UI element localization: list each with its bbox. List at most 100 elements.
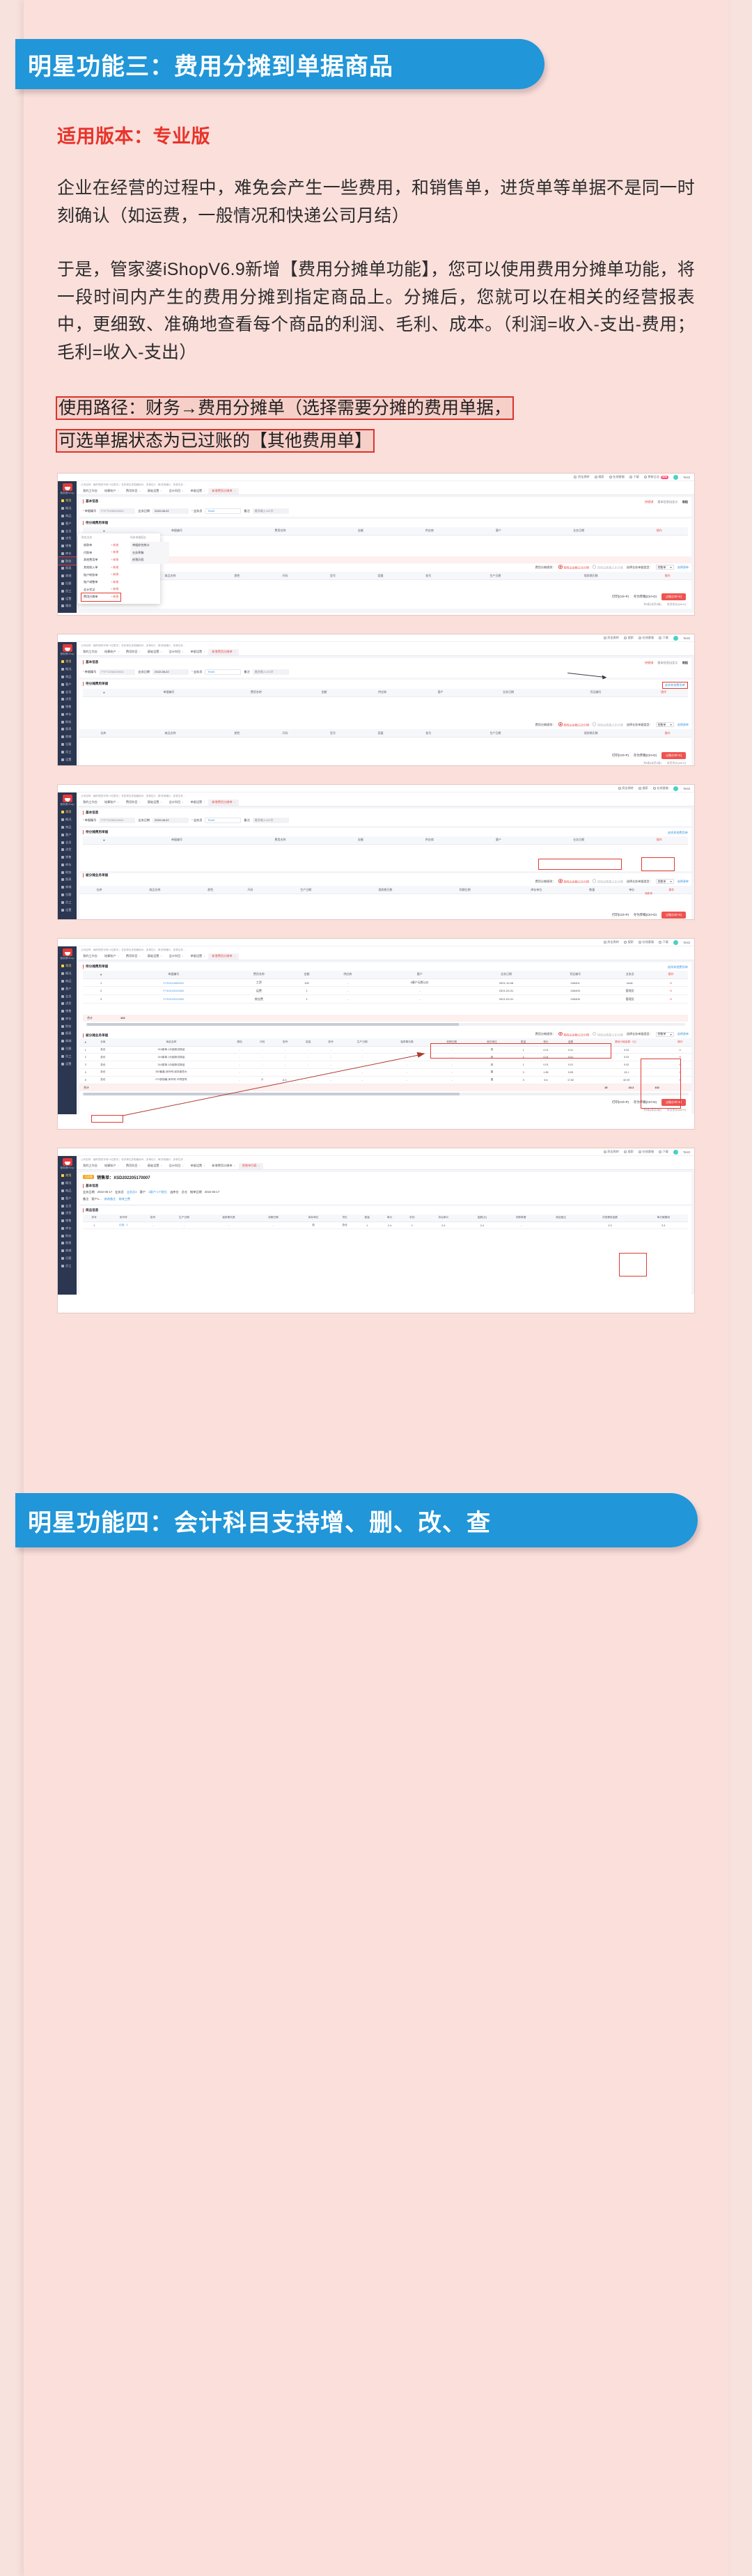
biz-type-select[interactable]: 销售单 ▾ xyxy=(655,1031,674,1037)
sidebar-item-goods[interactable]: 商品 xyxy=(58,978,77,985)
post-button[interactable]: 过账(Ctrl+S) xyxy=(661,752,686,760)
remove-row-icon[interactable]: ⊖ xyxy=(668,1061,691,1069)
close-icon[interactable]: × xyxy=(233,955,235,958)
tab-basic-settings[interactable]: 基础设置 × xyxy=(147,489,162,492)
tab-basic-settings[interactable]: 基础设置 × xyxy=(147,650,162,653)
sidebar-item-archive[interactable]: 归客 xyxy=(58,580,77,588)
bill-no-input[interactable]: FYFT2208220001 xyxy=(99,669,136,675)
sidebar-item-goods[interactable]: 商品 xyxy=(58,824,77,832)
close-icon[interactable]: × xyxy=(139,955,141,958)
tab-workbench[interactable]: 我的工作台 xyxy=(83,489,97,492)
quick-key-link[interactable]: 快捷键 xyxy=(644,500,654,504)
close-icon[interactable]: × xyxy=(233,490,235,492)
sidebar-item-common[interactable]: 常用 xyxy=(58,497,77,505)
sidebar-item-overview[interactable]: 概况 xyxy=(58,816,77,824)
close-icon[interactable]: × xyxy=(117,490,119,492)
tab-sales-list[interactable]: 销售单列表 × xyxy=(238,1162,263,1169)
sidebar-item-archive[interactable]: 归客 xyxy=(58,1045,77,1053)
remove-row-icon[interactable]: ⊖ xyxy=(653,994,688,1004)
tab-fee-subject[interactable]: 费用科目 × xyxy=(125,650,141,653)
tab-basic-settings[interactable]: 基础设置 × xyxy=(147,800,162,804)
sidebar-item-settings[interactable]: 设置 xyxy=(58,595,77,602)
custom-fields-link[interactable]: 基本信息自定义 xyxy=(657,661,678,664)
topbar-item-chat[interactable]: 在线客服 xyxy=(652,786,668,790)
tab-workbench[interactable]: 我的工作台 xyxy=(83,1164,97,1167)
sidebar-item-staff[interactable]: 员工 xyxy=(58,748,77,756)
sidebar-item-report[interactable]: 报表 xyxy=(58,565,77,572)
fee-input[interactable]: 13.1 xyxy=(583,1068,669,1077)
sidebar-item-overview[interactable]: 概况 xyxy=(58,1180,77,1187)
clerk-value[interactable]: 业务员2 xyxy=(126,1189,137,1194)
sidebar-item-staff[interactable]: 员工 xyxy=(58,898,77,906)
sidebar-item-purchase[interactable]: 进货 xyxy=(58,535,77,542)
sidebar-item-purchase[interactable]: 进货 xyxy=(58,1210,77,1217)
save-draft-button[interactable]: 存为草稿(Ctrl+D) xyxy=(634,1100,657,1104)
tab-settlement[interactable]: 结算账户 × xyxy=(104,650,119,653)
tab-workbench[interactable]: 我的工作台 xyxy=(83,954,97,958)
sidebar-item-report[interactable]: 报表 xyxy=(58,876,77,884)
tab-fee-subject[interactable]: 费用科目 × xyxy=(125,489,141,492)
topbar-item-chat[interactable]: 在线客服 xyxy=(638,636,654,640)
close-icon[interactable]: × xyxy=(139,801,141,804)
column-gear-icon[interactable]: ✷ xyxy=(83,970,120,979)
close-icon[interactable]: × xyxy=(160,801,162,804)
menu-item-bill-stats[interactable]: 单据综合统计 xyxy=(130,542,169,549)
bill-no-input[interactable]: FYFT2208220001 xyxy=(99,817,136,823)
sidebar-item-mall[interactable]: 商城 xyxy=(58,572,77,580)
column-gear-icon[interactable]: ✷ xyxy=(83,836,125,845)
sidebar-item-finance[interactable]: 财务 xyxy=(58,1232,77,1240)
sidebar-item-overview[interactable]: 概况 xyxy=(58,970,77,978)
sidebar-item-settings[interactable]: 设置 xyxy=(58,1060,77,1068)
clerk-input[interactable]: Test3 xyxy=(205,817,242,823)
clerk-input[interactable]: Test3 xyxy=(205,669,242,675)
tab-fee-subject[interactable]: 费用科目 × xyxy=(125,1164,141,1167)
sidebar-item-customer[interactable]: 客户 xyxy=(58,520,77,527)
sidebar-item-staff[interactable]: 员工 xyxy=(58,1262,77,1270)
topbar-item-search[interactable]: 搜索 xyxy=(623,636,634,640)
biz-date-input[interactable]: 2022-08-22 xyxy=(152,817,189,823)
print-button[interactable]: 打印(Ctrl+P) xyxy=(611,754,629,758)
sidebar-item-member[interactable]: 会员 xyxy=(58,992,77,1000)
close-icon[interactable]: × xyxy=(182,801,184,804)
tab-bill-settings[interactable]: 单据设置 × xyxy=(190,954,205,958)
save-draft-button[interactable]: 存为草稿(Ctrl+D) xyxy=(634,913,657,917)
rule-by-qty-radio[interactable]: 按商品数量占比分摊 xyxy=(593,1032,623,1037)
avatar[interactable] xyxy=(673,786,678,791)
tab-basic-settings[interactable]: 基础设置 × xyxy=(147,1164,162,1167)
sidebar-item-archive[interactable]: 归客 xyxy=(58,891,77,899)
topbar-item-fund[interactable]: 资金周转 xyxy=(603,940,619,944)
fee-input[interactable]: 0.02 xyxy=(583,1046,669,1054)
tab-new-fee-allocation[interactable]: 新增费用分摊单 × xyxy=(208,487,239,494)
biz-type-select[interactable]: 销售单 ▾ xyxy=(655,722,674,728)
remark-input[interactable]: 最多输入100字 xyxy=(252,508,289,514)
close-icon[interactable]: × xyxy=(182,1164,184,1167)
close-icon[interactable]: × xyxy=(203,650,205,653)
sidebar-item-purchase[interactable]: 进货 xyxy=(58,696,77,703)
close-icon[interactable]: × xyxy=(203,801,205,804)
avatar[interactable] xyxy=(673,1149,678,1155)
choose-other-fee-bill-button[interactable]: 选择其他费用单 xyxy=(667,965,688,969)
menu-item-payment[interactable]: 付款单 + 新增 xyxy=(84,550,118,554)
column-gear-icon[interactable]: ✷ xyxy=(83,688,125,697)
sidebar-item-customer[interactable]: 客户 xyxy=(58,1194,77,1202)
sidebar-item-overview[interactable]: 概况 xyxy=(58,505,77,513)
fee-input[interactable]: 0.02 xyxy=(583,1053,669,1062)
topbar-item-fund[interactable]: 资金周转 xyxy=(618,786,634,790)
tab-accounting-subject[interactable]: 会计科目 × xyxy=(169,800,184,804)
topbar-item-fund[interactable]: 资金周转 xyxy=(603,636,619,640)
menu-item-voucher[interactable]: 会计凭证 + 新增 xyxy=(84,587,118,591)
sidebar-item-sales[interactable]: 销售 xyxy=(58,542,77,550)
sidebar-item-member[interactable]: 会员 xyxy=(58,688,77,696)
close-icon[interactable]: × xyxy=(160,650,162,653)
sidebar-item-stock[interactable]: 库存 xyxy=(58,1015,77,1022)
sidebar-item-archive[interactable]: 归客 xyxy=(58,741,77,749)
tab-new-fee-allocation[interactable]: 新增费用分摊单 × xyxy=(208,648,239,655)
sidebar-item-report[interactable]: 报表 xyxy=(58,726,77,733)
biz-type-dropdown-option[interactable]: 销售单 xyxy=(645,891,652,895)
sidebar-item-goods[interactable]: 商品 xyxy=(58,673,77,681)
sidebar-item-staff[interactable]: 员工 xyxy=(58,1052,77,1060)
sidebar-item-common[interactable]: 常用 xyxy=(58,1172,77,1180)
menu-item-account-adjust[interactable]: 账户调整单 + 新增 xyxy=(84,580,118,584)
collapse-toggle[interactable]: 收起 xyxy=(682,661,688,664)
close-icon[interactable]: × xyxy=(233,650,235,653)
